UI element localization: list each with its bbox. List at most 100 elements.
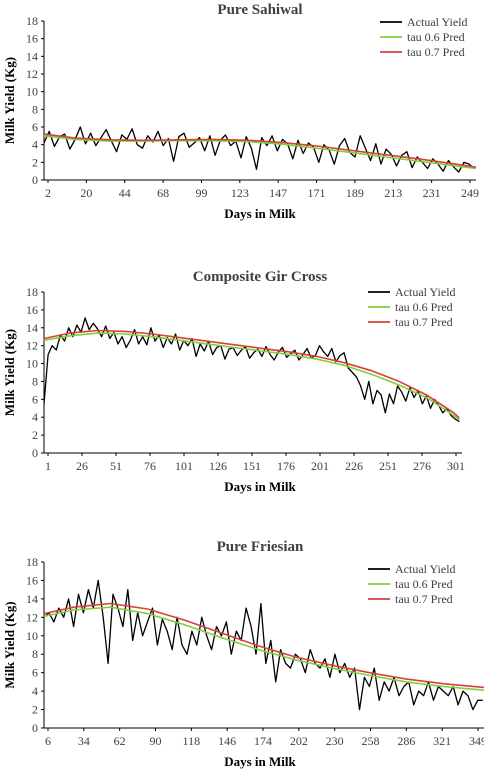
chart-title: Pure Friesian <box>217 539 304 555</box>
y-tick-label: 16 <box>26 573 38 587</box>
x-tick-label: 123 <box>231 186 249 200</box>
y-tick-label: 2 <box>32 428 38 442</box>
y-tick-label: 16 <box>26 303 38 317</box>
legend-label: tau 0.6 Pred <box>407 30 465 44</box>
y-tick-label: 6 <box>32 666 38 680</box>
x-tick-label: 174 <box>254 734 272 748</box>
y-tick-label: 6 <box>32 392 38 406</box>
x-tick-label: 189 <box>346 186 364 200</box>
y-axis-title: Milk Yield (Kg) <box>2 57 17 144</box>
y-tick-label: 4 <box>32 138 38 152</box>
x-tick-label: 321 <box>433 734 451 748</box>
chart-title: Composite Gir Cross <box>193 269 328 285</box>
y-tick-label: 0 <box>32 446 38 460</box>
y-tick-label: 8 <box>32 647 38 661</box>
y-tick-label: 12 <box>26 67 38 81</box>
y-tick-label: 8 <box>32 374 38 388</box>
y-tick-label: 8 <box>32 102 38 116</box>
x-tick-label: 251 <box>379 459 397 473</box>
legend-label: Actual Yield <box>395 562 456 576</box>
x-tick-label: 230 <box>326 734 344 748</box>
y-tick-label: 4 <box>32 410 38 424</box>
x-tick-label: 176 <box>277 459 295 473</box>
y-tick-label: 10 <box>26 85 38 99</box>
y-tick-label: 10 <box>26 629 38 643</box>
x-tick-label: 171 <box>308 186 326 200</box>
y-tick-label: 4 <box>32 684 38 698</box>
legend-label: Actual Yield <box>407 15 468 29</box>
x-tick-label: 26 <box>76 459 88 473</box>
x-tick-label: 20 <box>80 186 92 200</box>
x-tick-label: 147 <box>269 186 287 200</box>
x-axis-title: Days in Milk <box>224 479 296 494</box>
y-tick-label: 0 <box>32 721 38 735</box>
series-line-actual-yield <box>43 579 483 711</box>
legend-label: tau 0.6 Pred <box>395 577 453 591</box>
x-tick-label: 34 <box>78 734 90 748</box>
y-tick-label: 12 <box>26 610 38 624</box>
x-tick-label: 201 <box>311 459 329 473</box>
x-tick-label: 90 <box>150 734 162 748</box>
x-tick-label: 118 <box>183 734 201 748</box>
y-tick-label: 18 <box>26 555 38 569</box>
x-tick-label: 231 <box>423 186 441 200</box>
x-tick-label: 62 <box>114 734 126 748</box>
x-tick-label: 202 <box>290 734 308 748</box>
x-axis-title: Days in Milk <box>224 206 296 221</box>
y-axis-title: Milk Yield (Kg) <box>2 329 17 416</box>
y-tick-label: 0 <box>32 173 38 187</box>
x-tick-label: 99 <box>195 186 207 200</box>
series-line-tau-0-6-pred <box>43 332 460 421</box>
x-axis-title: Days in Milk <box>224 754 296 769</box>
x-tick-label: 276 <box>413 459 431 473</box>
x-tick-label: 349 <box>469 734 484 748</box>
y-tick-label: 12 <box>26 339 38 353</box>
y-tick-label: 14 <box>26 49 38 63</box>
legend-label: tau 0.7 Pred <box>407 45 465 59</box>
x-tick-label: 101 <box>175 459 193 473</box>
legend-label: tau 0.6 Pred <box>395 300 453 314</box>
y-tick-label: 10 <box>26 357 38 371</box>
series-line-tau-0-6-pred <box>43 606 484 691</box>
y-tick-label: 18 <box>26 285 38 299</box>
y-tick-label: 14 <box>26 592 38 606</box>
x-tick-label: 258 <box>362 734 380 748</box>
y-tick-label: 2 <box>32 155 38 169</box>
y-axis-title: Milk Yield (Kg) <box>2 601 17 688</box>
series-line-actual-yield <box>43 126 475 173</box>
x-tick-label: 146 <box>218 734 236 748</box>
x-tick-label: 213 <box>384 186 402 200</box>
x-tick-label: 76 <box>144 459 156 473</box>
chart-title: Pure Sahiwal <box>217 2 302 18</box>
x-tick-label: 301 <box>447 459 465 473</box>
x-tick-label: 151 <box>243 459 261 473</box>
x-tick-label: 44 <box>119 186 131 200</box>
y-tick-label: 18 <box>26 14 38 28</box>
legend-label: tau 0.7 Pred <box>395 592 453 606</box>
x-tick-label: 2 <box>45 186 51 200</box>
x-tick-label: 51 <box>110 459 122 473</box>
x-tick-label: 226 <box>345 459 363 473</box>
series-line-tau-0-6-pred <box>43 135 477 170</box>
series-line-tau-0-7-pred <box>43 133 477 168</box>
y-tick-label: 14 <box>26 321 38 335</box>
y-tick-label: 2 <box>32 703 38 717</box>
x-tick-label: 249 <box>461 186 479 200</box>
x-tick-label: 1 <box>45 459 51 473</box>
legend-label: tau 0.7 Pred <box>395 315 453 329</box>
series-line-tau-0-7-pred <box>43 602 484 689</box>
chart-panel-3: Pure Friesian 0 2 4 6 8 10 12 14 16 18 6 34 62 90 118 14… <box>2 539 484 769</box>
series-line-tau-0-7-pred <box>43 329 460 419</box>
y-tick-label: 16 <box>26 32 38 46</box>
x-tick-label: 126 <box>209 459 227 473</box>
legend-label: Actual Yield <box>395 285 456 299</box>
x-tick-label: 6 <box>45 734 51 748</box>
y-tick-label: 6 <box>32 120 38 134</box>
x-tick-label: 68 <box>157 186 169 200</box>
